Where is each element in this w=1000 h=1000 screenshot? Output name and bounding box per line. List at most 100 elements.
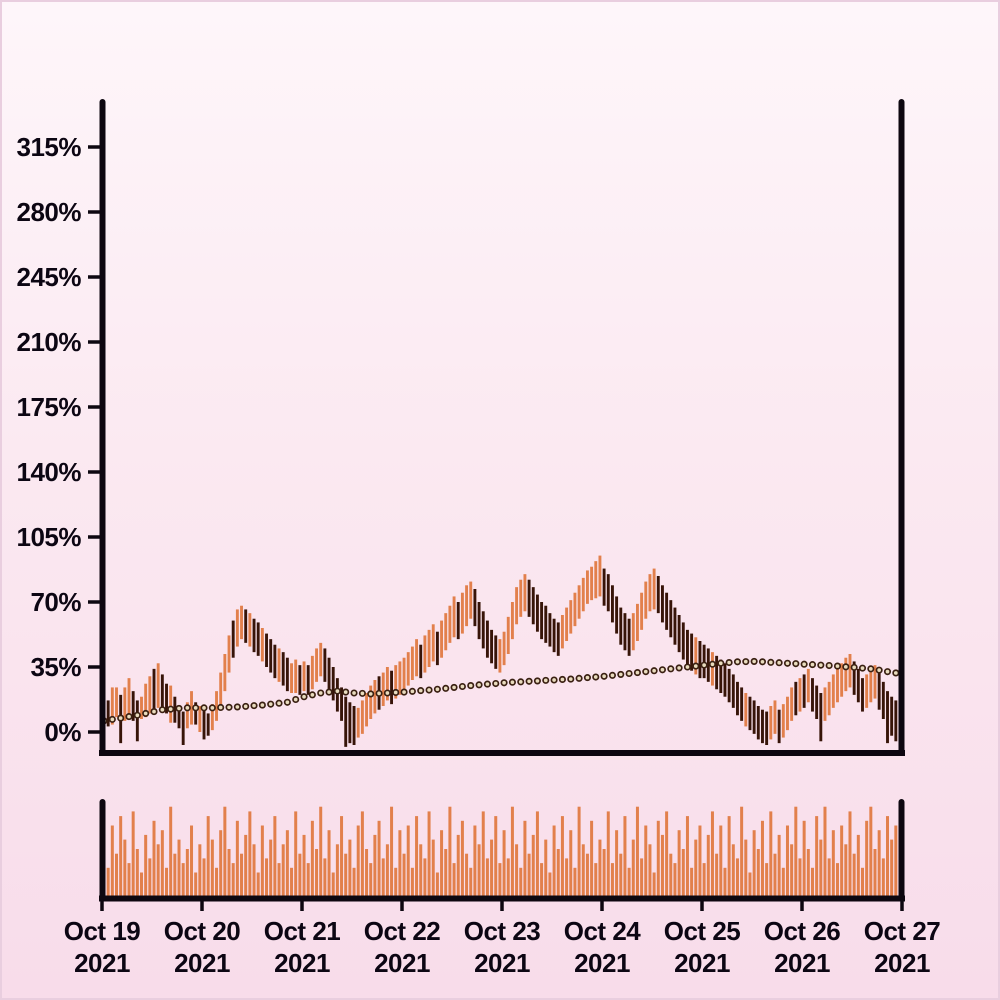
- ma-dot: [267, 700, 275, 708]
- volume-bar: [544, 839, 548, 896]
- volume-bar: [202, 858, 206, 896]
- ma-dot: [292, 695, 300, 704]
- ma-dot: [258, 701, 266, 709]
- ma-dot: [542, 676, 550, 684]
- y-axis: 315% 280% 245% 210% 175% 140% 105% 70% 35% 0%: [17, 132, 100, 747]
- volume-bar: [415, 816, 419, 896]
- volume-bar: [177, 839, 181, 896]
- volume-bar: [852, 853, 856, 896]
- volume-bar: [556, 849, 560, 896]
- volume-bar: [702, 863, 706, 896]
- volume-bar: [748, 872, 752, 896]
- ma-dot: [275, 699, 283, 707]
- volume-bar: [227, 849, 231, 896]
- volume-bar: [490, 839, 494, 896]
- volume-bar: [873, 849, 877, 896]
- volume-bar: [302, 834, 306, 896]
- volume-bar: [727, 816, 731, 896]
- date-label-line2: 2021: [174, 948, 230, 978]
- volume-bar: [402, 853, 406, 896]
- volume-bar: [890, 839, 894, 896]
- volume-bar: [790, 844, 794, 896]
- volume-bar: [660, 834, 664, 896]
- ma-dot: [392, 688, 400, 696]
- volume-bar: [135, 849, 139, 896]
- ma-dot: [808, 661, 817, 669]
- volume-bar: [169, 806, 173, 896]
- ma-dot: [108, 715, 116, 723]
- volume-bar: [385, 844, 389, 896]
- volume-bar: [640, 858, 644, 896]
- ma-dot: [783, 659, 792, 667]
- ma-dot: [742, 658, 750, 666]
- ma-dot: [383, 689, 391, 697]
- ma-dot: [592, 673, 600, 681]
- volume-bar: [765, 863, 769, 896]
- volume-bar: [381, 858, 385, 896]
- volume-bar: [148, 858, 152, 896]
- ma-dot: [658, 666, 667, 674]
- volume-bar: [565, 858, 569, 896]
- volume-bar: [194, 872, 198, 896]
- ma-dot: [142, 709, 150, 717]
- volume-bar: [585, 853, 589, 896]
- volume-bar: [515, 844, 519, 896]
- volume-bar: [240, 853, 244, 896]
- date-label-line1: Oct 22: [364, 916, 441, 946]
- volume-bar: [373, 834, 377, 896]
- ma-dot: [242, 702, 250, 710]
- volume-bar: [798, 858, 802, 896]
- ma-dot: [217, 703, 225, 712]
- ma-dot: [892, 669, 900, 677]
- volume-bar: [719, 825, 723, 896]
- volume-bar: [627, 867, 631, 896]
- ma-dot: [567, 675, 575, 683]
- volume-bar: [256, 872, 260, 896]
- ma-dot: [633, 669, 641, 677]
- volume-bar: [115, 853, 119, 896]
- moving-average-line: [100, 657, 900, 725]
- volume-bar: [677, 830, 681, 896]
- volume-axes: [99, 799, 905, 902]
- volume-bar: [331, 872, 335, 896]
- volume-bar: [877, 830, 881, 896]
- ma-dot: [433, 685, 441, 693]
- volume-bar: [869, 806, 873, 896]
- ma-dot: [333, 687, 341, 695]
- date-label-line1: Oct 24: [564, 916, 642, 946]
- volume-bar: [548, 872, 552, 896]
- ma-dot: [492, 679, 500, 688]
- y-tick-label: 210%: [17, 327, 82, 357]
- ma-dot: [158, 706, 166, 714]
- volume-bar: [335, 844, 339, 896]
- ma-dot: [450, 683, 458, 691]
- volume-bar: [340, 816, 344, 896]
- volume-bar: [223, 806, 227, 896]
- ma-dot: [483, 680, 491, 688]
- volume-bar: [365, 849, 369, 896]
- ma-dot: [683, 663, 692, 671]
- volume-bar: [698, 825, 702, 896]
- volume-bar: [881, 858, 885, 896]
- volume-bar: [260, 825, 264, 896]
- volume-bar: [806, 849, 810, 896]
- volume-bar: [710, 811, 714, 896]
- volume-bar: [423, 858, 427, 896]
- volume-bar: [573, 867, 577, 896]
- volume-bar: [127, 863, 131, 896]
- ma-dot: [650, 667, 658, 675]
- volume-bar: [894, 825, 898, 896]
- volume-bar: [815, 816, 819, 896]
- volume-bar: [594, 863, 598, 896]
- date-label-line2: 2021: [674, 948, 730, 978]
- volume-bar: [444, 849, 448, 896]
- volume-pane: [102, 803, 902, 896]
- y-tick-label: 280%: [17, 197, 82, 227]
- y-tick-label: 70%: [30, 587, 81, 617]
- volume-bar: [735, 858, 739, 896]
- volume-bar: [690, 867, 694, 896]
- volume-bar: [844, 844, 848, 896]
- ma-dot: [767, 658, 775, 666]
- ma-dot: [342, 688, 350, 696]
